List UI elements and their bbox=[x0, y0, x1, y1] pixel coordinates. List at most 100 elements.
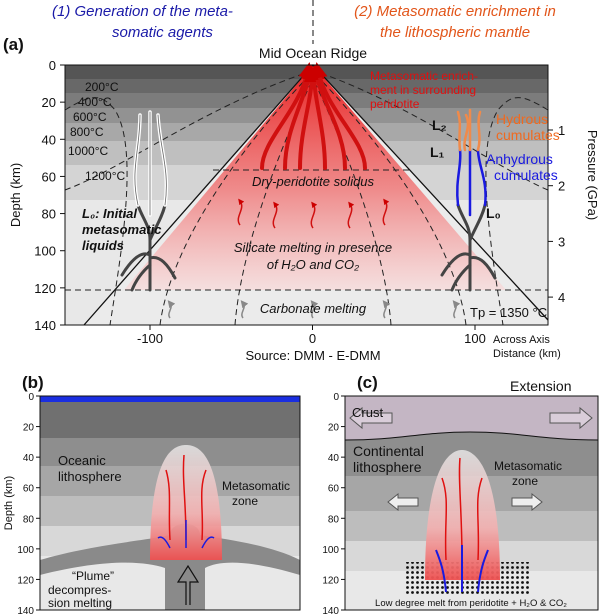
frame-a bbox=[64, 64, 549, 326]
isotherm: 200°C bbox=[85, 80, 119, 94]
y-tick-label: 60 bbox=[328, 484, 340, 495]
panel-label: (a) bbox=[3, 35, 24, 54]
hydrous: cumulates bbox=[496, 127, 560, 143]
y-tick-label: 0 bbox=[28, 392, 34, 403]
isotherm: 1000°C bbox=[68, 144, 108, 158]
isotherm: 800°C bbox=[70, 125, 104, 139]
initial: liquids bbox=[82, 238, 124, 253]
x-axis-title: Across Axis bbox=[493, 334, 550, 346]
y2-tick-label: 2 bbox=[558, 179, 565, 194]
y-tick-label: 60 bbox=[23, 484, 35, 495]
y-tick-label: 140 bbox=[17, 606, 34, 616]
melt-paths bbox=[260, 62, 367, 170]
flow-lines bbox=[64, 74, 549, 326]
right-dike bbox=[440, 108, 497, 292]
carbonate-arrows bbox=[167, 300, 461, 319]
y-axis-title: Depth (km) bbox=[8, 163, 23, 227]
small-melt-paths bbox=[237, 198, 390, 229]
isotherm: 600°C bbox=[73, 110, 107, 124]
initial: L₀: Initial bbox=[82, 206, 137, 221]
isotherm-labels: 200°C 400°C 600°C 800°C 1000°C 1200°C bbox=[68, 80, 125, 183]
zone: Metasomatic bbox=[494, 459, 562, 473]
solidus: Dry-peridotite solidus bbox=[252, 174, 375, 189]
extension: Extension bbox=[510, 378, 571, 394]
y-tick-label: 0 bbox=[333, 392, 339, 403]
x-tick-label: 100 bbox=[464, 331, 486, 346]
y-tick-label: 20 bbox=[328, 423, 340, 434]
frame-c bbox=[344, 395, 599, 611]
y-tick-label: 120 bbox=[17, 575, 34, 586]
y2-tick-label: 1 bbox=[558, 123, 565, 138]
zone: Metasomatic bbox=[222, 479, 290, 493]
l2: L₂ bbox=[432, 117, 447, 133]
silicate: of H₂O and CO₂ bbox=[267, 257, 359, 272]
y-tick-label: 80 bbox=[328, 514, 340, 525]
frame-b bbox=[39, 395, 301, 611]
y-tick-label: 40 bbox=[23, 453, 35, 464]
x-tick-label: -100 bbox=[137, 331, 163, 346]
y-tick-label: 100 bbox=[17, 545, 34, 556]
anhydrous: cumulates bbox=[494, 167, 558, 183]
tp: Tp = 1350 °C bbox=[470, 305, 547, 320]
lithosphere: Continental bbox=[353, 443, 424, 459]
panel-a: (a) (1) Generation of the meta- somatic … bbox=[3, 0, 600, 363]
enrichment: peridotite bbox=[370, 97, 420, 111]
y2-tick-label: 3 bbox=[558, 234, 565, 249]
ticks: 0 20 40 60 80 100 120 140 1 2 3 4 -100 0 100 0 20 40 60 80 1… bbox=[17, 58, 565, 616]
x-axis-title: Distance (km) bbox=[493, 348, 561, 360]
isotherm: 400°C bbox=[78, 95, 112, 109]
panel-b: (b) Depth (km) Oceanic lithosphere Metas… bbox=[3, 373, 301, 611]
y-tick-label: 40 bbox=[42, 132, 56, 147]
y-tick-label: 20 bbox=[42, 95, 56, 110]
source: Source: DMM - E-DMM bbox=[245, 348, 380, 363]
lithosphere: lithosphere bbox=[58, 469, 122, 484]
y-tick-label: 80 bbox=[42, 207, 56, 222]
y-axis-title: Depth (km) bbox=[3, 476, 15, 530]
zone: zone bbox=[232, 494, 258, 508]
enrichment: Metasomatic enrich- bbox=[370, 69, 478, 83]
anhydrous: Anhydrous bbox=[486, 151, 553, 167]
panel-label: (c) bbox=[357, 373, 378, 392]
zone: zone bbox=[512, 474, 538, 488]
left-dike bbox=[120, 110, 177, 292]
header-right: (2) Metasomatic enrichment in bbox=[354, 3, 556, 20]
y-tick-label: 80 bbox=[23, 514, 35, 525]
panel-c: (c) Extension Crust Continental lithosph… bbox=[344, 373, 599, 611]
isotherm: 1200°C bbox=[85, 169, 125, 183]
header-left: somatic agents bbox=[112, 24, 213, 41]
crust: Crust bbox=[352, 405, 383, 420]
y-tick-label: 140 bbox=[322, 606, 339, 616]
y-tick-label: 100 bbox=[322, 545, 339, 556]
header-left: (1) Generation of the meta- bbox=[52, 3, 233, 20]
y-tick-label: 140 bbox=[34, 318, 56, 333]
enrichment: ment in surrounding bbox=[370, 83, 476, 97]
y2-tick-label: 4 bbox=[558, 290, 565, 305]
l1: L₁ bbox=[430, 144, 445, 160]
carbonate: Carbonate melting bbox=[260, 301, 367, 316]
plume: sion melting bbox=[48, 596, 112, 610]
y-tick-label: 0 bbox=[49, 58, 56, 73]
l0: L₀ bbox=[486, 205, 501, 221]
y-tick-label: 100 bbox=[34, 244, 56, 259]
plume: decompres- bbox=[48, 583, 111, 597]
lithosphere: lithosphere bbox=[353, 459, 422, 475]
hydrous: Hydrous bbox=[496, 111, 548, 127]
y-tick-label: 60 bbox=[42, 169, 56, 184]
y-tick-label: 120 bbox=[34, 281, 56, 296]
initial: metasomatic bbox=[82, 222, 162, 237]
y2-axis-title: Pressure (GPa) bbox=[585, 130, 600, 220]
y-tick-label: 120 bbox=[322, 575, 339, 586]
lithosphere: Oceanic bbox=[58, 453, 106, 468]
melt-triangle bbox=[124, 65, 506, 290]
plume: “Plume” bbox=[72, 569, 114, 583]
enrichment-label: Metasomatic enrich- ment in surrounding … bbox=[370, 69, 478, 111]
header-right: the lithospheric mantle bbox=[380, 24, 530, 41]
y-tick-label: 40 bbox=[328, 453, 340, 464]
melt: Low degree melt from peridotite + H₂O & … bbox=[375, 598, 567, 609]
ridge: Mid Ocean Ridge bbox=[259, 45, 367, 61]
panel-label: (b) bbox=[22, 373, 44, 392]
y-tick-label: 20 bbox=[23, 423, 35, 434]
silicate: Silicate melting in presence bbox=[234, 240, 392, 255]
x-tick-label: 0 bbox=[309, 331, 316, 346]
